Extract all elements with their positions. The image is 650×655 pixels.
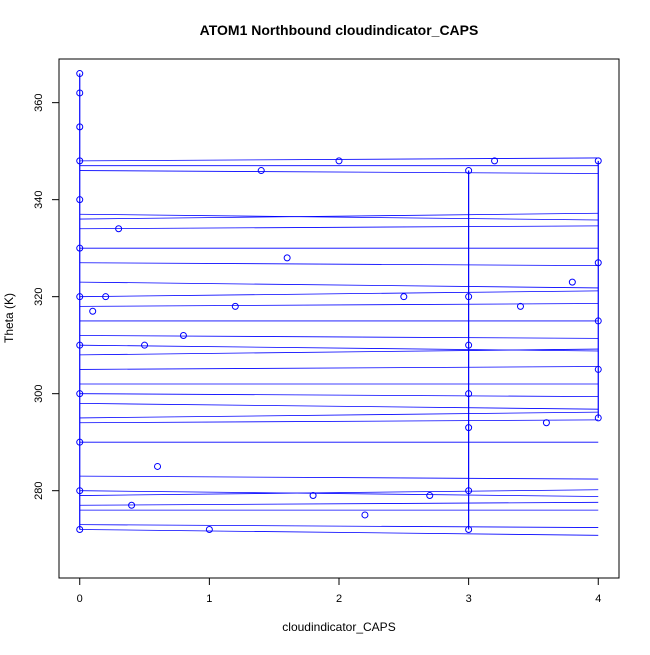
data-point <box>102 293 110 301</box>
data-point <box>426 492 434 500</box>
y-tick-label: 340 <box>33 190 45 208</box>
y-axis-label: Theta (K) <box>2 293 16 343</box>
data-point <box>76 525 84 533</box>
trace-line <box>79 489 599 496</box>
trace-line <box>79 225 599 230</box>
trace-line <box>79 157 599 162</box>
data-point <box>76 157 84 165</box>
trace-line <box>79 281 599 289</box>
trace-line <box>79 402 599 410</box>
trace-line <box>79 335 599 339</box>
data-point <box>154 462 162 470</box>
data-point <box>309 492 317 500</box>
y-axis: 280 300 320 340 360 <box>33 93 60 500</box>
trace-line <box>79 212 599 220</box>
data-point <box>76 390 84 398</box>
trace-line <box>79 411 599 419</box>
trace-line <box>79 524 599 528</box>
data-point <box>465 525 473 533</box>
data-point <box>465 424 473 432</box>
data-point <box>465 341 473 349</box>
data-point <box>465 293 473 301</box>
data-point <box>594 157 602 165</box>
trace-line <box>79 213 599 221</box>
x-tick-label: 1 <box>206 593 212 605</box>
data-point <box>594 365 602 373</box>
trace-line <box>79 393 599 397</box>
y-tick-label: 360 <box>33 93 45 111</box>
trace-line <box>79 419 599 424</box>
data-point <box>542 419 550 427</box>
data-point <box>465 167 473 175</box>
data-point <box>335 157 343 165</box>
x-tick-label: 2 <box>336 593 342 605</box>
x-axis-label: cloudindicator_CAPS <box>282 620 395 634</box>
trace-line <box>79 475 599 480</box>
chart-title: ATOM1 Northbound cloudindicator_CAPS <box>200 22 479 38</box>
x-axis: 0 1 2 3 4 <box>77 577 601 605</box>
data-point <box>361 511 369 519</box>
trace-line <box>79 366 599 370</box>
data-point <box>257 167 265 175</box>
data-point <box>115 225 123 233</box>
data-point <box>231 302 239 310</box>
data-point <box>465 390 473 398</box>
horizontal-traces <box>79 157 599 536</box>
data-point <box>205 525 213 533</box>
data-point <box>283 254 291 262</box>
trace-line <box>79 501 599 506</box>
data-point <box>400 293 408 301</box>
series-0 <box>76 70 84 533</box>
data-point <box>594 414 602 422</box>
data-point <box>465 487 473 495</box>
x-tick-label: 4 <box>595 593 601 605</box>
data-point <box>491 157 499 165</box>
data-point <box>594 259 602 267</box>
series-1 <box>465 167 473 533</box>
trace-line <box>79 262 599 267</box>
trace-line <box>79 529 599 536</box>
data-point <box>76 196 84 204</box>
trace-line <box>79 490 599 497</box>
data-point <box>76 123 84 131</box>
data-point <box>76 293 84 301</box>
data-point <box>568 278 576 286</box>
data-point <box>89 307 97 315</box>
y-tick-label: 320 <box>33 287 45 305</box>
data-point <box>594 317 602 325</box>
data-point <box>76 487 84 495</box>
trace-line <box>79 303 599 307</box>
data-point <box>141 341 149 349</box>
data-point <box>179 331 187 339</box>
y-tick-label: 280 <box>33 482 45 500</box>
trace-line <box>79 290 599 298</box>
trace-line <box>79 344 599 352</box>
series-3 <box>89 157 576 533</box>
x-tick-label: 0 <box>77 593 83 605</box>
data-point <box>76 341 84 349</box>
data-point <box>76 244 84 252</box>
trace-line <box>79 170 599 174</box>
y-tick-label: 300 <box>33 385 45 403</box>
data-point <box>76 438 84 446</box>
plot-area <box>76 70 602 536</box>
data-point <box>76 70 84 78</box>
series-2 <box>594 157 602 422</box>
data-point <box>128 501 136 509</box>
data-point <box>76 89 84 97</box>
x-tick-label: 3 <box>466 593 472 605</box>
data-point <box>516 302 524 310</box>
